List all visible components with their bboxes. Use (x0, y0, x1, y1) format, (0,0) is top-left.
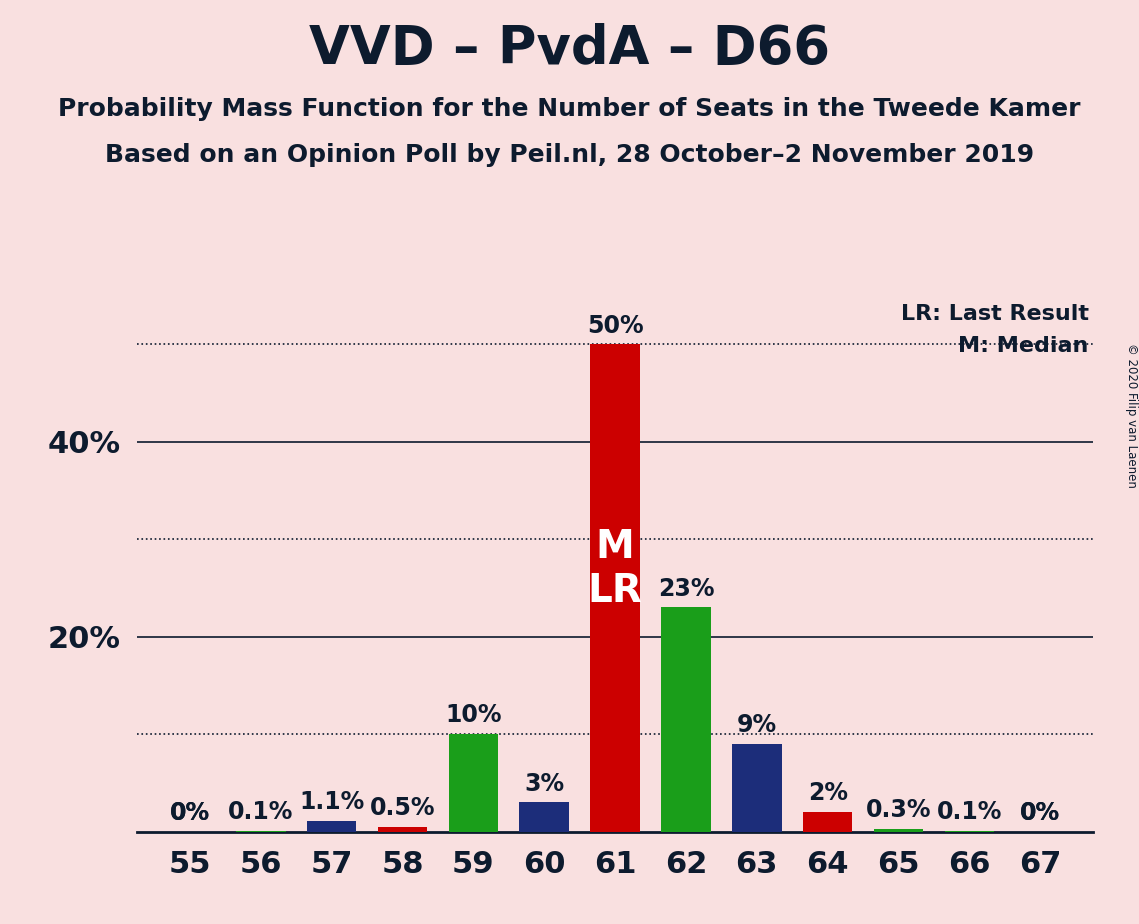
Text: 0.1%: 0.1% (228, 800, 294, 824)
Text: © 2020 Filip van Laenen: © 2020 Filip van Laenen (1124, 344, 1138, 488)
Bar (236, 831, 286, 832)
Text: 1.1%: 1.1% (298, 790, 364, 814)
Text: Probability Mass Function for the Number of Seats in the Tweede Kamer: Probability Mass Function for the Number… (58, 97, 1081, 121)
Text: 50%: 50% (587, 313, 644, 337)
Bar (874, 829, 924, 832)
Text: 0%: 0% (1021, 801, 1060, 825)
Text: M
LR: M LR (588, 528, 642, 610)
Text: 10%: 10% (445, 703, 501, 727)
Text: 0.3%: 0.3% (866, 797, 932, 821)
Text: LR: Last Result: LR: Last Result (901, 304, 1089, 323)
Text: 0.1%: 0.1% (936, 800, 1002, 824)
Text: 0.5%: 0.5% (370, 796, 435, 820)
Bar (306, 821, 357, 832)
Text: 2%: 2% (808, 782, 847, 806)
Text: 3%: 3% (524, 772, 564, 796)
Bar (519, 802, 570, 832)
Text: 9%: 9% (737, 713, 777, 737)
Bar (732, 744, 781, 832)
Text: Based on an Opinion Poll by Peil.nl, 28 October–2 November 2019: Based on an Opinion Poll by Peil.nl, 28 … (105, 143, 1034, 167)
Bar (803, 812, 852, 832)
Text: 0%: 0% (170, 801, 210, 825)
Bar (590, 345, 640, 832)
Text: 0%: 0% (1021, 801, 1060, 825)
Text: 0%: 0% (170, 801, 210, 825)
Text: M: Median: M: Median (958, 336, 1089, 356)
Text: VVD – PvdA – D66: VVD – PvdA – D66 (309, 23, 830, 75)
Bar (661, 607, 711, 832)
Bar (378, 827, 427, 832)
Bar (449, 735, 498, 832)
Bar (944, 831, 994, 832)
Text: 23%: 23% (657, 577, 714, 601)
